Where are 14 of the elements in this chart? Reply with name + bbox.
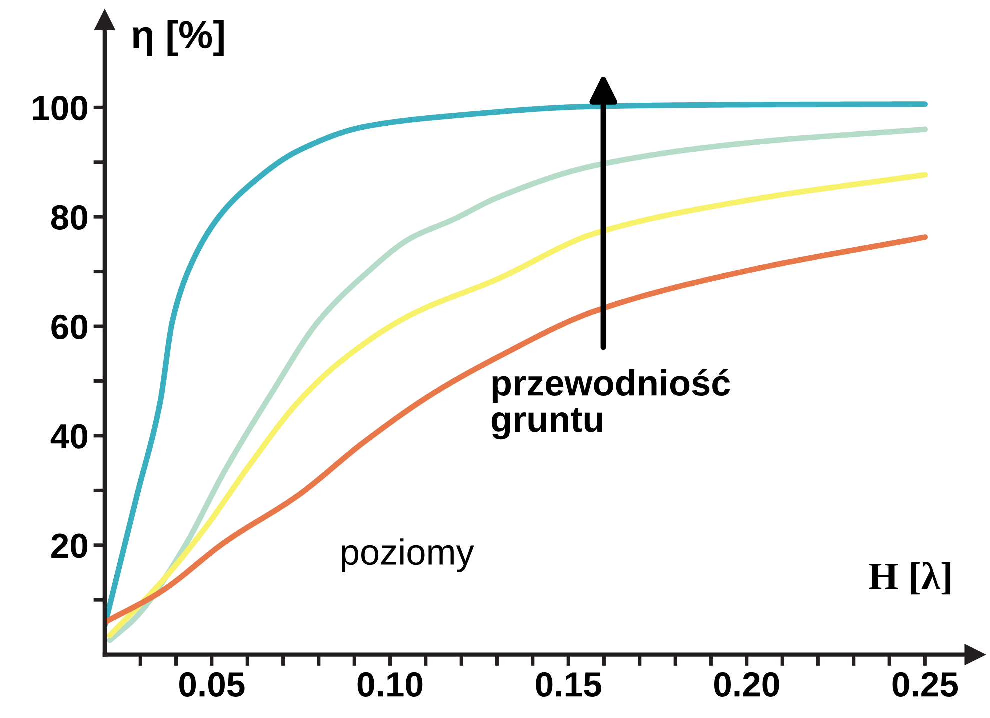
annotation: przewodniość gruntu — [492, 369, 730, 440]
y-tick-label: 40 — [50, 424, 88, 449]
y-tick-label: 60 — [52, 314, 88, 340]
x-axis-title: H [λ] — [869, 562, 951, 595]
x-tick-label: 0.15 — [536, 672, 602, 697]
annotation: poziomy — [342, 538, 474, 572]
y-axis-title: η [%] — [133, 20, 224, 56]
y-tick-label: 80 — [51, 205, 88, 230]
x-tick-label: 0.20 — [714, 672, 780, 697]
x-tick-label: 0.05 — [180, 672, 245, 697]
y-tick-label: 100 — [33, 96, 88, 121]
x-tick-label: 0.25 — [892, 672, 958, 697]
x-tick-label: 0.10 — [358, 672, 423, 697]
y-tick-label: 20 — [52, 534, 88, 558]
